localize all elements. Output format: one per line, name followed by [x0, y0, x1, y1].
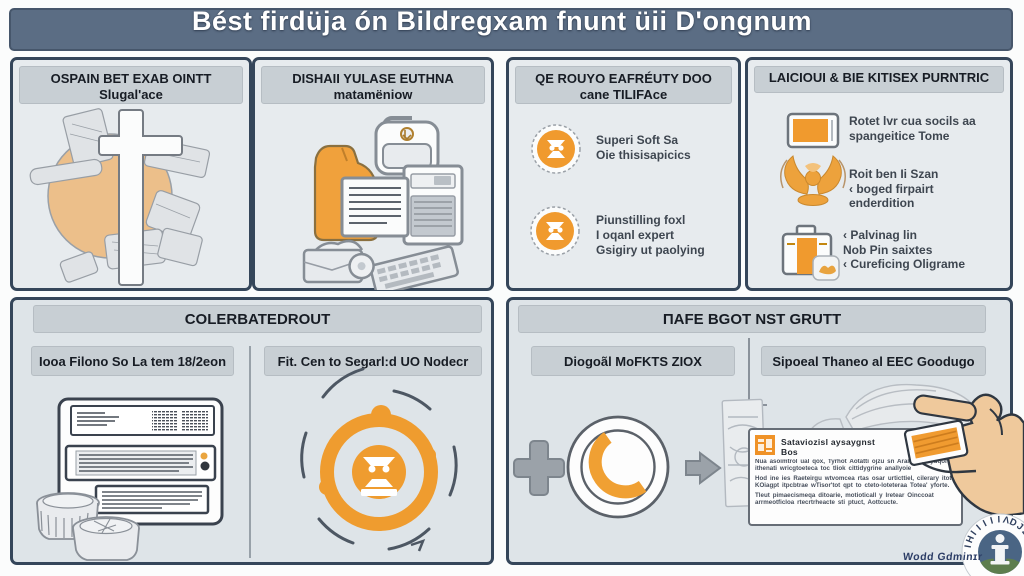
svg-text:І: І	[974, 523, 983, 533]
svg-text:I: I	[989, 515, 994, 526]
svg-text:I: I	[981, 518, 988, 529]
svg-text:H: H	[964, 534, 977, 545]
svg-text:J: J	[1014, 521, 1024, 533]
svg-text:I: I	[997, 514, 1000, 525]
svg-text:Λ: Λ	[1002, 515, 1011, 527]
svg-text:2: 2	[1019, 527, 1024, 538]
svg-text:I: I	[969, 529, 979, 538]
svg-text:I: I	[963, 544, 974, 549]
svg-text:D: D	[1008, 516, 1019, 529]
